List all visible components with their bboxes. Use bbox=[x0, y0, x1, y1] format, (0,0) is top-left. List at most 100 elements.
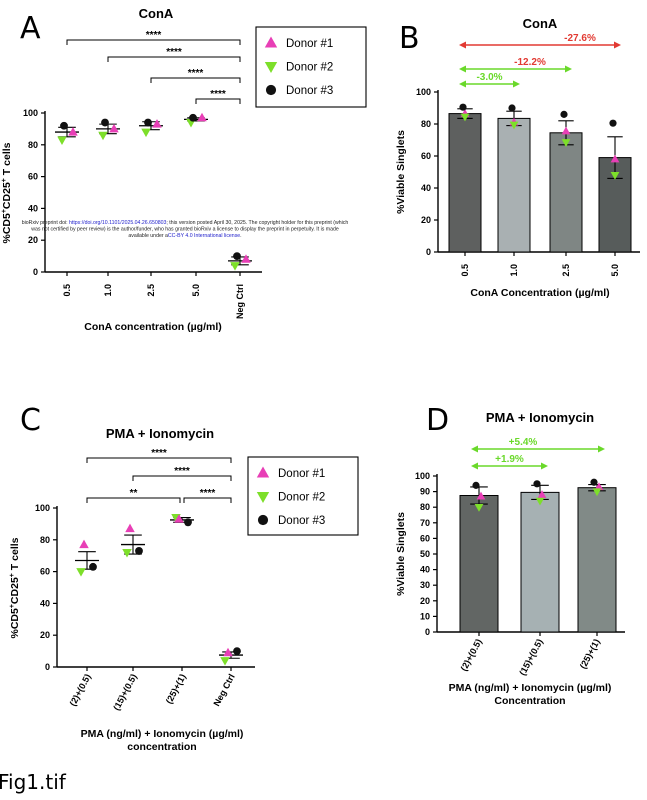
panel-b-y-tick-label: 80 bbox=[421, 119, 431, 129]
preprint-notice-part: available under a bbox=[128, 233, 168, 239]
panel-d-x-tick-label: (15)+(0.5) bbox=[517, 637, 545, 677]
panel-d-x-label-line1: PMA (ng/ml) + Ionomycin (µg/ml) bbox=[449, 682, 612, 694]
panel-a-x-tick-label: 0.5 bbox=[62, 284, 72, 297]
panel-c-sig-label: **** bbox=[174, 466, 190, 477]
panel-c-legend-entry-1: Donor #1 bbox=[278, 468, 325, 480]
panel-b-point-donor3 bbox=[459, 103, 467, 111]
panel-d-x-tick-label: (2)+(0.5) bbox=[459, 637, 484, 672]
panel-c-sig-label: **** bbox=[200, 488, 216, 499]
panel-a-point-donor3 bbox=[101, 118, 109, 127]
panel-a-y-tick-label: 100 bbox=[23, 108, 38, 118]
panel-d-x-label-line2: Concentration bbox=[494, 695, 565, 707]
panel-c-y-tick-label: 60 bbox=[40, 567, 50, 577]
panel-a-point-donor3 bbox=[233, 252, 241, 260]
panel-c-sig-bracket bbox=[183, 497, 232, 503]
panel-d-y-tick-label: 40 bbox=[420, 565, 430, 575]
panel-d-y-label: %Viable Singlets bbox=[395, 512, 407, 596]
panel-b-y-tick-label: 60 bbox=[421, 151, 431, 161]
panel-b-y-tick-label: 20 bbox=[421, 215, 431, 225]
panel-b-bar-3 bbox=[549, 132, 583, 253]
panel-d-compare-arrow-2-head-left bbox=[471, 445, 478, 453]
panel-d-y-tick-label: 50 bbox=[420, 549, 430, 559]
panel-c-legend-entry-3: Donor #3 bbox=[278, 515, 325, 527]
panel-a-point-donor2 bbox=[57, 136, 67, 146]
panel-c-y-label-part: %CD5 bbox=[9, 608, 21, 639]
panel-a-y-label-part: CD25 bbox=[1, 182, 13, 209]
preprint-notice-part: https://doi.org/10.1101/2025.04.26.65080… bbox=[69, 220, 167, 226]
panel-b-y-tick-label: 0 bbox=[426, 247, 431, 257]
panel-c-legend-entry-2: Donor #2 bbox=[278, 492, 325, 504]
panel-a-point-donor1 bbox=[68, 127, 78, 136]
panel-c-y-label-part: + bbox=[9, 573, 16, 577]
panel-b-compare-arrow-2-head-right bbox=[565, 65, 572, 73]
panel-d-point-donor2 bbox=[592, 488, 602, 497]
panel-c-point-donor2 bbox=[122, 549, 132, 558]
panel-a-sig-label: **** bbox=[188, 68, 204, 79]
panel-b-y-tick-label: 40 bbox=[421, 183, 431, 193]
panel-d-x-tick-label: (25)+(1) bbox=[578, 637, 602, 670]
panel-c-legend-marker-3 bbox=[257, 514, 269, 526]
panel-b-x-label: ConA Concentration (µg/ml) bbox=[470, 287, 609, 299]
panel-c-point-donor3 bbox=[184, 518, 192, 527]
panel-d-point-donor1 bbox=[476, 491, 486, 500]
panel-b-compare-arrow-3-head-right bbox=[614, 41, 621, 49]
panel-d-point-donor2 bbox=[535, 497, 545, 506]
panel-a-y-label-part: + bbox=[1, 209, 8, 213]
panel-a-legend-marker-2 bbox=[264, 61, 278, 73]
panel-b-title: ConA bbox=[523, 16, 558, 31]
panel-d-y-tick-label: 0 bbox=[425, 627, 430, 637]
panel-a-point-donor2 bbox=[98, 131, 108, 141]
panel-d-bar-1 bbox=[459, 495, 499, 633]
panel-a-point-donor1 bbox=[109, 123, 119, 133]
panel-b-bar-2 bbox=[497, 117, 531, 253]
panel-c-point-donor3 bbox=[233, 647, 241, 655]
panel-a-x-label: ConA concentration (µg/ml) bbox=[84, 321, 222, 333]
panel-b-compare-arrow-1-head-right bbox=[513, 80, 520, 88]
panel-d-y-tick-label: 60 bbox=[420, 533, 430, 543]
panel-d-compare-arrow-2-head-right bbox=[598, 445, 605, 453]
panel-a-legend-marker-1 bbox=[264, 36, 278, 48]
panel-d-point-donor3 bbox=[472, 481, 480, 489]
panel-a-legend-entry-1: Donor #1 bbox=[286, 38, 333, 50]
panel-a-sig-bracket bbox=[107, 56, 241, 62]
panel-a-legend-entry-2: Donor #2 bbox=[286, 62, 333, 74]
panel-a-sig-bracket bbox=[66, 39, 241, 45]
panel-d-point-donor2 bbox=[474, 503, 484, 512]
panel-d-y-tick-label: 30 bbox=[420, 580, 430, 590]
preprint-notice-part: CC-BY 4.0 International license bbox=[168, 233, 240, 239]
panel-a-y-tick-label: 80 bbox=[28, 140, 38, 150]
panel-c-point-donor1 bbox=[223, 647, 233, 657]
panel-b-compare-arrow-1-head-left bbox=[459, 80, 466, 88]
panel-c-x-label-line2: concentration bbox=[127, 741, 196, 753]
panel-c-y-label-part: CD25 bbox=[9, 577, 21, 604]
panel-d-point-donor1 bbox=[537, 490, 547, 498]
panel-d-y-tick-label: 100 bbox=[415, 471, 430, 481]
panel-a-point-donor2 bbox=[230, 262, 240, 271]
panel-d-bar-2 bbox=[520, 491, 560, 633]
preprint-notice-line3: available under aCC-BY 4.0 International… bbox=[128, 233, 241, 239]
panel-a-point-donor1 bbox=[152, 119, 162, 128]
panel-d-title: PMA + Ionomycin bbox=[486, 410, 594, 425]
panel-a-sig-label: **** bbox=[210, 89, 226, 100]
panel-a-sig-label: **** bbox=[166, 47, 182, 58]
panel-b-point-donor2 bbox=[610, 171, 620, 180]
panel-a-y-label-part: %CD5 bbox=[1, 213, 13, 244]
panel-b-y-tick-label: 100 bbox=[416, 87, 431, 97]
panel-a-legend-entry-3: Donor #3 bbox=[286, 85, 333, 97]
panel-c-point-donor3 bbox=[89, 562, 97, 571]
panel-d-y-tick-label: 80 bbox=[420, 502, 430, 512]
panel-d-compare-arrow-1-head-left bbox=[471, 462, 478, 470]
panel-c-x-label-line1: PMA (ng/ml) + Ionomycin (µg/ml) bbox=[81, 728, 244, 740]
panel-b-bar-1 bbox=[448, 113, 482, 253]
panel-c-point-donor2 bbox=[76, 568, 86, 577]
panel-b-x-tick-label: 2.5 bbox=[561, 264, 571, 277]
panel-d-y-tick-label: 20 bbox=[420, 596, 430, 606]
panel-c-x-tick-label: (25)+(1) bbox=[164, 672, 188, 705]
panel-c-legend-marker-1 bbox=[256, 466, 270, 478]
panel-c-y-tick-label: 40 bbox=[40, 598, 50, 608]
panel-d-bar-3 bbox=[577, 487, 617, 633]
panel-c-x-tick-label: (15)+(0.5) bbox=[111, 672, 139, 712]
panel-b-x-tick-label: 5.0 bbox=[610, 264, 620, 277]
panel-a-point-donor3 bbox=[189, 113, 197, 122]
